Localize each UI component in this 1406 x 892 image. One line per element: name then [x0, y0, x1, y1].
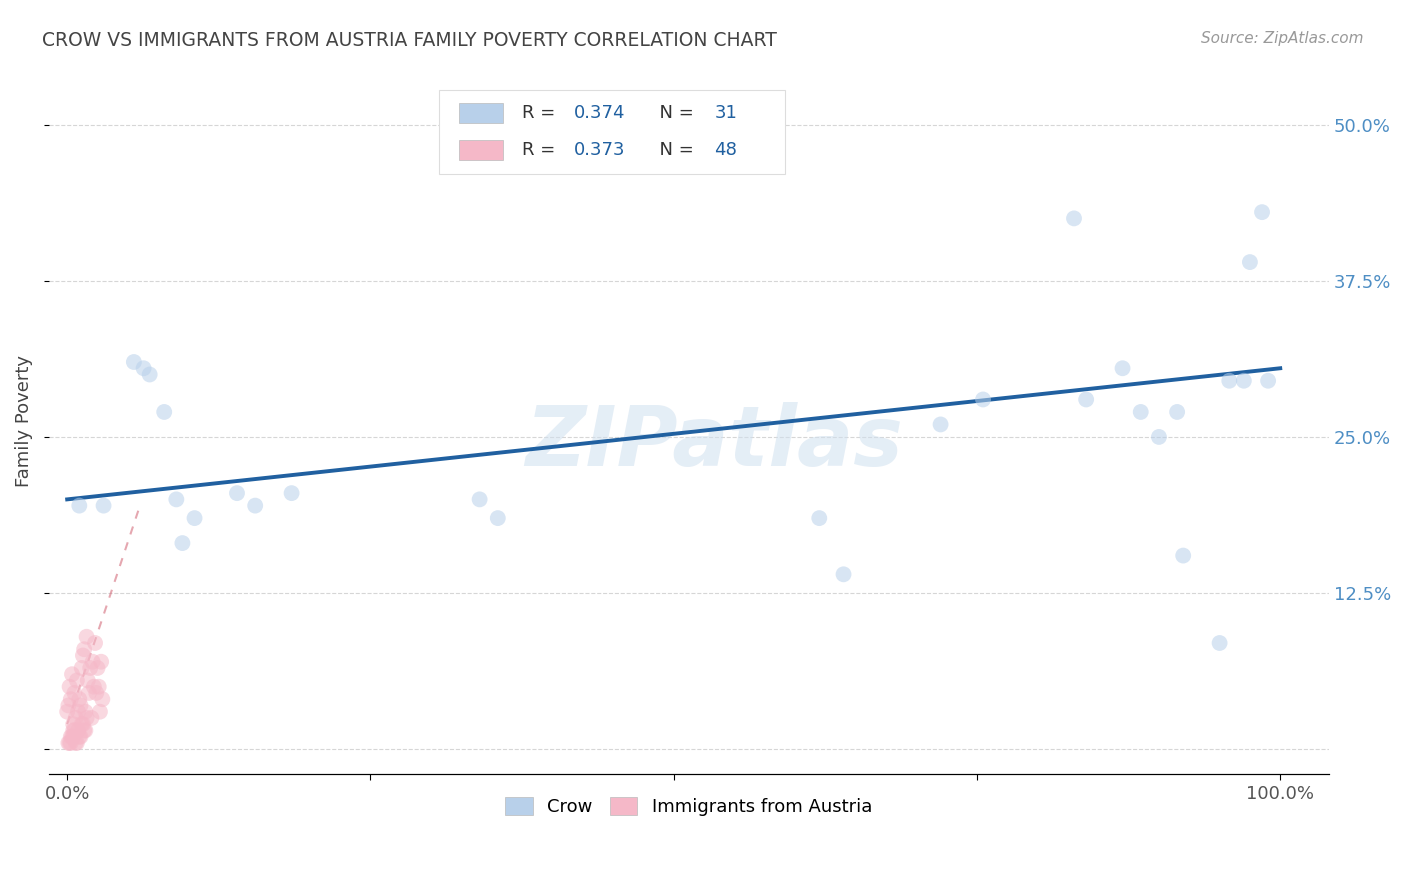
- Point: [67, 723, 90, 738]
- Point: [58, 736, 80, 750]
- Point: [832, 567, 855, 582]
- Point: [77, 686, 100, 700]
- Text: ZIPatlas: ZIPatlas: [526, 402, 904, 483]
- Point: [1257, 374, 1279, 388]
- Point: [67, 730, 90, 744]
- Point: [132, 361, 155, 376]
- FancyBboxPatch shape: [458, 140, 503, 160]
- Point: [93, 499, 115, 513]
- Point: [86, 661, 108, 675]
- FancyBboxPatch shape: [439, 90, 785, 174]
- Text: 0.374: 0.374: [574, 104, 626, 122]
- Text: N =: N =: [648, 141, 699, 159]
- Point: [56, 705, 79, 719]
- Point: [122, 355, 145, 369]
- Point: [59, 730, 82, 744]
- Point: [1218, 374, 1240, 388]
- Point: [486, 511, 509, 525]
- Point: [67, 499, 90, 513]
- Text: CROW VS IMMIGRANTS FROM AUSTRIA FAMILY POVERTY CORRELATION CHART: CROW VS IMMIGRANTS FROM AUSTRIA FAMILY P…: [42, 31, 778, 50]
- Point: [138, 368, 160, 382]
- Point: [60, 730, 83, 744]
- Point: [73, 723, 96, 738]
- Text: 48: 48: [714, 141, 737, 159]
- Legend: Crow, Immigrants from Austria: Crow, Immigrants from Austria: [496, 788, 882, 825]
- Point: [76, 711, 98, 725]
- Point: [83, 680, 105, 694]
- Point: [63, 723, 86, 738]
- Point: [66, 673, 89, 688]
- Point: [79, 661, 101, 675]
- Point: [75, 723, 97, 738]
- Point: [76, 673, 98, 688]
- Point: [972, 392, 994, 407]
- Point: [75, 705, 97, 719]
- Point: [73, 642, 96, 657]
- Point: [1129, 405, 1152, 419]
- Point: [1233, 374, 1256, 388]
- Point: [1076, 392, 1098, 407]
- Point: [63, 686, 86, 700]
- Point: [1111, 361, 1133, 376]
- Point: [62, 730, 84, 744]
- Text: R =: R =: [523, 104, 561, 122]
- Point: [58, 680, 80, 694]
- Point: [76, 630, 98, 644]
- Point: [60, 667, 83, 681]
- Point: [91, 692, 114, 706]
- Point: [87, 680, 110, 694]
- FancyBboxPatch shape: [458, 103, 503, 123]
- Point: [1147, 430, 1170, 444]
- Point: [58, 736, 80, 750]
- Point: [280, 486, 302, 500]
- Point: [59, 736, 82, 750]
- Point: [1063, 211, 1085, 226]
- Text: 31: 31: [714, 104, 737, 122]
- Point: [929, 417, 952, 432]
- Point: [808, 511, 831, 525]
- Point: [70, 717, 93, 731]
- Point: [172, 536, 194, 550]
- Point: [468, 492, 491, 507]
- Text: N =: N =: [648, 104, 699, 122]
- Point: [226, 486, 249, 500]
- Point: [62, 717, 84, 731]
- Point: [82, 655, 104, 669]
- Point: [1173, 549, 1195, 563]
- Point: [84, 636, 107, 650]
- Point: [62, 723, 84, 738]
- Point: [70, 661, 93, 675]
- Text: R =: R =: [523, 141, 561, 159]
- Point: [1166, 405, 1188, 419]
- Point: [1239, 255, 1261, 269]
- Point: [69, 730, 91, 744]
- Y-axis label: Family Poverty: Family Poverty: [15, 355, 32, 487]
- Point: [66, 736, 89, 750]
- Point: [72, 648, 94, 663]
- Point: [245, 499, 267, 513]
- Point: [1208, 636, 1230, 650]
- Point: [165, 492, 187, 507]
- Point: [153, 405, 176, 419]
- Point: [65, 711, 87, 725]
- Point: [1251, 205, 1274, 219]
- Point: [58, 698, 80, 713]
- Point: [65, 736, 87, 750]
- Point: [67, 705, 90, 719]
- Point: [89, 705, 111, 719]
- Point: [80, 711, 103, 725]
- Point: [90, 655, 112, 669]
- Point: [69, 698, 91, 713]
- Point: [67, 692, 90, 706]
- Text: 0.373: 0.373: [574, 141, 626, 159]
- Point: [183, 511, 205, 525]
- Text: Source: ZipAtlas.com: Source: ZipAtlas.com: [1201, 31, 1364, 46]
- Point: [84, 686, 107, 700]
- Point: [59, 692, 82, 706]
- Point: [72, 717, 94, 731]
